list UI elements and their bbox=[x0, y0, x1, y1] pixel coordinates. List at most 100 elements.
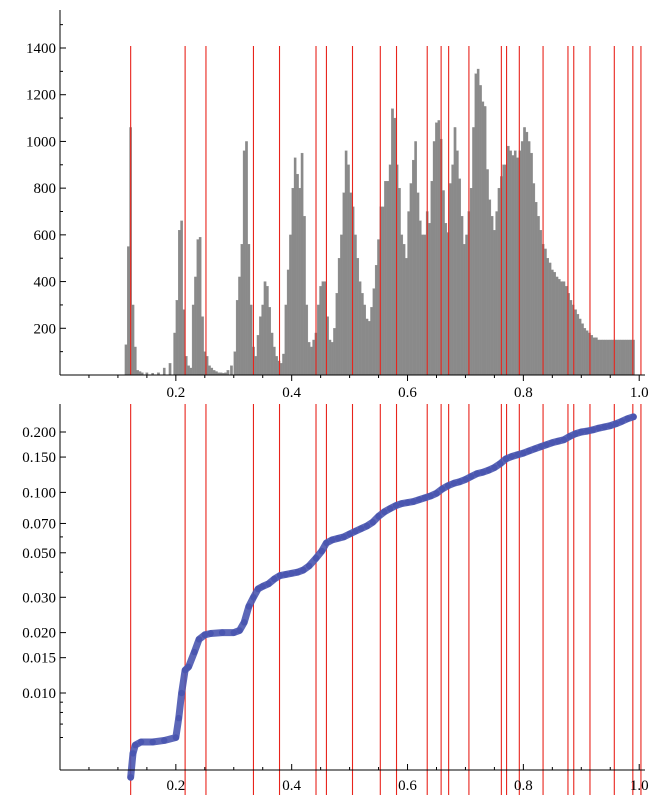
histogram-bar bbox=[215, 371, 218, 376]
x-tick-label: 1.0 bbox=[630, 778, 649, 794]
histogram-bar bbox=[365, 318, 369, 376]
histogram-bar bbox=[432, 141, 436, 376]
histogram-bar bbox=[300, 152, 304, 376]
data-point bbox=[543, 441, 550, 448]
data-point bbox=[433, 490, 440, 497]
histogram-bar bbox=[604, 339, 607, 376]
histogram-bar bbox=[361, 293, 364, 376]
data-point bbox=[439, 485, 446, 493]
histogram-bar bbox=[293, 157, 297, 376]
histogram-bar bbox=[618, 339, 621, 376]
histogram-bar bbox=[437, 120, 441, 376]
data-point bbox=[589, 426, 597, 434]
histogram-bar bbox=[187, 365, 190, 376]
histogram-bar bbox=[210, 367, 214, 376]
data-point bbox=[468, 473, 475, 480]
histogram-bar bbox=[133, 346, 137, 376]
data-point bbox=[250, 594, 257, 601]
data-point bbox=[357, 525, 365, 532]
histogram-bar bbox=[303, 216, 306, 376]
y-tick-label: 0.030 bbox=[22, 590, 56, 606]
data-point bbox=[276, 572, 284, 579]
data-point bbox=[172, 734, 180, 741]
histogram-bar bbox=[312, 339, 315, 376]
histogram-bar bbox=[490, 216, 494, 376]
y-tick-label: 0.015 bbox=[22, 651, 56, 667]
histogram-bar bbox=[578, 318, 582, 376]
data-point bbox=[236, 627, 243, 634]
x-tick-label: 0.8 bbox=[514, 385, 533, 401]
histogram-bar bbox=[629, 339, 633, 376]
histogram-bar bbox=[296, 173, 299, 376]
data-point bbox=[340, 533, 348, 541]
y-tick-label: 0.150 bbox=[22, 450, 56, 466]
histogram-bar bbox=[178, 230, 181, 376]
histogram-bar bbox=[289, 234, 292, 376]
histogram-bar bbox=[421, 234, 424, 376]
histogram-bar bbox=[175, 300, 179, 376]
x-tick-label: 1.0 bbox=[630, 385, 649, 401]
data-point bbox=[421, 494, 429, 501]
data-point bbox=[537, 443, 544, 450]
histogram-bar bbox=[405, 258, 408, 376]
histogram-bar bbox=[196, 239, 200, 376]
histogram-bar bbox=[534, 202, 538, 376]
histogram-bar bbox=[354, 234, 357, 376]
log-curve-axes: 0.010 0.015 0.020 0.030 0.050 0.070 0.100 0.150… bbox=[22, 404, 649, 794]
histogram-bar bbox=[247, 244, 251, 376]
data-point bbox=[318, 547, 325, 555]
y-tick-label: 1200 bbox=[26, 88, 56, 104]
x-tick-label: 0.8 bbox=[514, 778, 533, 794]
histogram-bar bbox=[523, 127, 526, 376]
histogram-bar bbox=[615, 339, 619, 376]
histogram-bar bbox=[416, 192, 420, 376]
histogram-bar bbox=[469, 187, 473, 376]
histogram-bar bbox=[539, 230, 543, 376]
histogram-bar bbox=[386, 180, 390, 376]
data-point bbox=[520, 449, 527, 457]
data-point bbox=[456, 478, 463, 485]
histogram-bar bbox=[388, 164, 392, 376]
data-point bbox=[381, 508, 388, 516]
data-point bbox=[386, 505, 394, 512]
histogram-bar bbox=[511, 155, 515, 376]
histogram-bar bbox=[298, 187, 302, 376]
y-tick-label: 1000 bbox=[26, 134, 56, 150]
histogram-bar bbox=[201, 316, 204, 376]
histogram-bar bbox=[483, 106, 487, 376]
histogram-bar bbox=[583, 328, 587, 376]
data-point bbox=[549, 439, 556, 446]
histogram-bar bbox=[198, 237, 202, 376]
data-point bbox=[404, 499, 411, 506]
data-point bbox=[514, 451, 521, 458]
histogram-bar bbox=[393, 117, 397, 376]
histogram-bar bbox=[560, 281, 563, 376]
histogram-bar bbox=[263, 281, 267, 376]
histogram-bar bbox=[476, 68, 480, 376]
histogram-bar bbox=[266, 286, 269, 376]
histogram-bar bbox=[444, 223, 448, 376]
histogram-bar bbox=[275, 356, 278, 376]
histogram-bar bbox=[407, 211, 410, 376]
histogram-bar bbox=[162, 367, 166, 376]
data-point bbox=[369, 519, 376, 526]
histogram-bar bbox=[423, 234, 427, 376]
histogram-bar bbox=[367, 321, 371, 376]
data-point bbox=[554, 437, 562, 445]
histogram-bar bbox=[460, 216, 464, 376]
histogram-bar bbox=[268, 307, 271, 376]
histogram-bar bbox=[138, 371, 142, 376]
histogram-bar bbox=[279, 363, 283, 376]
data-point bbox=[230, 629, 237, 636]
histogram-bar bbox=[307, 342, 311, 376]
data-point bbox=[191, 648, 198, 656]
histogram-bar bbox=[581, 323, 584, 376]
data-point bbox=[618, 418, 626, 425]
data-point bbox=[175, 714, 182, 722]
histogram-bar bbox=[574, 309, 577, 376]
histogram-bar bbox=[430, 180, 434, 376]
histogram-bar bbox=[585, 330, 589, 376]
data-point bbox=[185, 663, 192, 671]
histogram-bar bbox=[627, 339, 631, 376]
histogram-bar bbox=[520, 141, 524, 376]
